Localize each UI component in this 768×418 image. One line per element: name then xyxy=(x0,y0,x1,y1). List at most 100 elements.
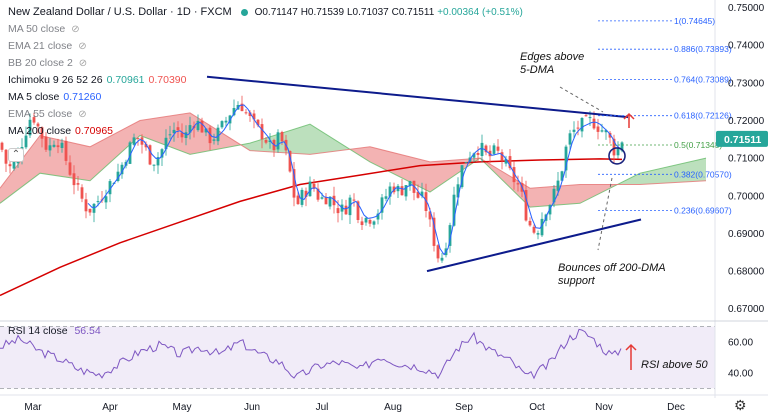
fib-level-label: 0.5(0.71348) xyxy=(674,140,722,150)
price-tick-label: 0.71000 xyxy=(728,154,765,165)
annotation-bounce-line: support xyxy=(558,275,596,287)
ichimoku-cloud-bearish xyxy=(352,146,480,192)
price-pane[interactable]: 1(0.74645) 0.886(0.73893) 0.764(0.73089) 0.… xyxy=(0,16,732,297)
indicator-label: MA 200 close xyxy=(8,125,72,137)
candle-body xyxy=(304,190,308,197)
rsi-line[interactable] xyxy=(0,328,622,380)
gear-icon[interactable]: ⚙ xyxy=(734,397,747,413)
ma5-line[interactable] xyxy=(87,104,621,256)
highlight-circle xyxy=(608,147,626,165)
price-tick-label: 0.74000 xyxy=(728,41,765,52)
indicator-row[interactable]: MA 5 close 0.71260 xyxy=(8,89,523,106)
ichimoku-span-b xyxy=(0,112,707,189)
time-tick-label: Sep xyxy=(455,402,473,413)
time-tick-label: Jul xyxy=(316,402,329,413)
fib-level-label: 0.236(0.69607) xyxy=(674,206,732,216)
indicator-label: MA 5 close xyxy=(8,91,60,103)
hidden-eye-icon[interactable]: ⊘ xyxy=(78,109,87,120)
candle-body xyxy=(268,140,272,142)
time-axis[interactable]: Mar Apr May Jun Jul Aug Sep Oct Nov Dec xyxy=(0,394,768,413)
candle-body xyxy=(432,217,436,246)
candle-body xyxy=(280,132,284,142)
candle-body xyxy=(536,233,540,235)
hidden-eye-icon[interactable]: ⊘ xyxy=(78,58,88,69)
candle-body xyxy=(356,201,360,220)
candle-body xyxy=(340,204,344,212)
current-price-badge[interactable] xyxy=(716,130,768,147)
candle-body xyxy=(420,191,424,197)
candle-body xyxy=(60,142,64,148)
candle-body xyxy=(152,164,156,166)
ichimoku-cloud-bearish xyxy=(482,159,618,208)
price-tick-label: 0.67000 xyxy=(728,304,765,315)
resistance-trendline[interactable] xyxy=(206,75,629,119)
price-tick-label: 0.70000 xyxy=(728,191,765,202)
candle-body xyxy=(48,145,52,151)
up-arrow-icon xyxy=(623,112,635,128)
indicator-row[interactable]: EMA 21 close ⊘ xyxy=(8,38,523,55)
indicator-row[interactable]: EMA 55 close ⊘ xyxy=(8,106,523,123)
candle-body xyxy=(40,127,44,139)
candle-body xyxy=(64,140,68,161)
ma200-line[interactable] xyxy=(0,158,623,297)
indicator-label: BB 20 close 2 xyxy=(8,57,73,69)
hidden-eye-icon[interactable]: ⊘ xyxy=(71,24,80,35)
support-trendline[interactable] xyxy=(426,218,642,273)
time-tick-label: Jun xyxy=(244,402,260,413)
rsi-pane[interactable] xyxy=(0,326,715,389)
candle-body xyxy=(588,117,592,119)
candle-body xyxy=(460,165,464,188)
candle-body xyxy=(508,156,512,169)
candle-body xyxy=(288,151,292,172)
candle-body xyxy=(484,145,488,153)
market-status-icon xyxy=(240,8,248,16)
collapse-icon[interactable]: ⌃ xyxy=(8,148,24,162)
candle-body xyxy=(516,183,520,185)
candle-body xyxy=(384,196,388,199)
price-axis[interactable]: 0.75000 0.74000 0.73000 0.72000 0.71000 0.700… xyxy=(0,0,768,398)
candle-body xyxy=(456,184,460,198)
candle-body xyxy=(600,130,604,132)
symbol-title[interactable]: New Zealand Dollar / U.S. Dollar · 1D · … xyxy=(8,6,232,18)
fib-level-label: 0.886(0.73893) xyxy=(674,44,732,54)
candle-body xyxy=(80,187,84,199)
change-value: +0.00364 (+0.51%) xyxy=(437,7,523,18)
candle-body xyxy=(156,157,160,166)
candle-body xyxy=(28,119,32,136)
indicator-value-2: 0.70390 xyxy=(148,74,187,86)
candle-body xyxy=(264,140,268,143)
rsi-legend: RSI 14 close 56.54 xyxy=(8,325,101,337)
candle-body xyxy=(148,145,152,165)
rsi-label[interactable]: RSI 14 close xyxy=(8,325,68,337)
indicator-row[interactable]: MA 50 close ⊘ xyxy=(8,21,523,38)
indicator-row[interactable]: BB 20 close 2 ⊘ xyxy=(8,55,523,72)
candle-body xyxy=(336,208,340,214)
candle-body xyxy=(352,199,356,201)
candle-body xyxy=(32,117,36,123)
candle-body xyxy=(188,125,192,133)
indicator-row[interactable]: MA 200 close 0.70965 xyxy=(8,123,523,140)
symbol-header: New Zealand Dollar / U.S. Dollar · 1D · … xyxy=(8,4,523,21)
candle-body xyxy=(596,126,600,132)
time-tick-label: Nov xyxy=(595,402,613,413)
candle-body xyxy=(256,119,260,126)
annotation-rsi: RSI above 50 xyxy=(641,359,709,371)
candle-body xyxy=(220,121,224,128)
candle-body xyxy=(204,128,208,133)
candle-body xyxy=(404,185,408,197)
annotation-edges-line: 5-DMA xyxy=(520,64,554,76)
candle-body xyxy=(376,213,380,220)
candle-body xyxy=(360,221,364,225)
price-tick-label: 0.73000 xyxy=(728,78,765,89)
candle-body xyxy=(428,211,432,220)
candle-body xyxy=(8,164,12,167)
candle-body xyxy=(244,112,248,114)
candle-body xyxy=(232,108,236,116)
candle-body xyxy=(36,123,40,127)
candle-body xyxy=(316,188,320,200)
hidden-eye-icon[interactable]: ⊘ xyxy=(78,41,87,52)
indicator-row[interactable]: Ichimoku 9 26 52 26 0.70961 0.70390 xyxy=(8,72,523,89)
candle-body xyxy=(472,153,476,158)
candle-body xyxy=(464,162,468,164)
